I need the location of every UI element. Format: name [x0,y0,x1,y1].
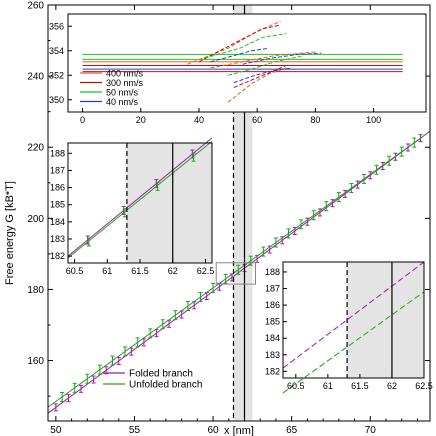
inset-trajectory-dashed [227,67,287,103]
lr-inset-x-tick-label: 60.5 [287,381,305,391]
inset-trajectory-dashed [233,64,287,88]
inset-y-tick-label: 350 [49,95,64,105]
folded-branch-line [47,130,431,414]
inset-trajectory-dashed [227,55,304,76]
x-axis-label: x [nm] [224,425,254,436]
lr-inset-x-tick-label: 62.5 [415,381,433,391]
y-tick-label: 200 [27,214,44,225]
unfolded-branch-line [47,130,431,408]
inset-y-tick-label: 356 [49,21,64,31]
x-tick-label: 60 [207,425,219,436]
inset-trajectory-dashed [187,20,281,65]
lr-inset-x-tick-label: 61.5 [351,381,369,391]
ul-inset-y-tick-label: 182 [50,251,65,261]
ul-inset-y-tick-label: 188 [50,148,65,158]
y-tick-label: 240 [27,72,44,83]
inset-trajectory-dashed [204,33,287,59]
inset-trajectory-dashed [233,67,293,84]
ul-inset-x-tick-label: 62.5 [197,266,215,276]
inset-trajectory-dashed [210,47,269,63]
lr-inset-unfolded-line [282,291,425,394]
y-tick-label: 260 [27,1,44,12]
lr-inset-folded-line [282,261,425,369]
inset-x-tick-label: 100 [366,115,381,125]
lr-inset-y-tick-label: 186 [265,300,280,310]
ul-inset-x-tick-label: 61.5 [131,266,149,276]
inset-trajectory-dashed [198,24,281,63]
inset-x-tick-label: 0 [80,115,85,125]
inset-y-tick-label: 352 [49,70,64,80]
lr-inset-shaded-band [347,262,424,378]
ul-inset-x-tick-label: 62 [168,266,178,276]
ul-inset-y-tick-label: 183 [50,234,65,244]
x-tick-label: 70 [365,425,377,436]
lr-inset-y-tick-label: 184 [265,333,280,343]
lr-inset-x-tick-label: 62 [387,381,397,391]
ul-inset-y-tick-label: 185 [50,200,65,210]
inset-legend-label: 40 nm/s [106,97,139,107]
lr-inset-y-tick-label: 182 [265,366,280,376]
inset-x-tick-label: 40 [194,115,204,125]
ul-inset-folded-line [67,137,213,257]
top-inset-frame [67,13,427,113]
inset-trajectory-dashed [210,51,316,69]
y-tick-label: 180 [27,285,44,296]
lr-inset-y-tick-label: 188 [265,267,280,277]
lr-inset-frame [282,261,425,379]
ul-inset-x-tick-label: 61 [102,266,112,276]
zoom-region-box [215,262,257,285]
upper-left-inset: 60.5 61 61.5 62 62.5 182 183 184 185 186 187 188 [50,137,215,276]
inset-trajectory-dashed [242,52,322,65]
lr-inset-x-tick-label: 61 [323,381,333,391]
y-axis-label: Free energy G [kB*T] [4,181,16,285]
legend-label: Folded branch [129,369,193,380]
ul-inset-shaded-band [126,143,212,263]
lr-inset-y-tick-label: 185 [265,317,280,327]
ul-inset-y-tick-label: 187 [50,165,65,175]
x-tick-label: 55 [129,425,141,436]
x-tick-label: 50 [50,425,62,436]
inset-legend-label: 400 nm/s [106,69,144,79]
inset-legend-label: 50 nm/s [106,88,139,98]
ul-inset-unfolded-line [67,140,213,259]
inset-x-tick-label: 80 [310,115,320,125]
ul-inset-x-tick-label: 60.5 [66,266,84,276]
legend-label: Unfolded branch [129,380,202,391]
lower-right-inset: 60.5 61 61.5 62 62.5 182 183 184 185 186 187 188 [265,261,433,394]
lr-inset-y-tick-label: 183 [265,350,280,360]
inset-legend-label: 300 nm/s [106,78,144,88]
lr-inset-y-tick-label: 187 [265,284,280,294]
inset-x-tick-label: 60 [252,115,262,125]
ul-inset-y-tick-label: 186 [50,183,65,193]
y-tick-label: 220 [27,143,44,154]
inset-y-tick-label: 354 [49,46,64,56]
main-plot-frame [47,4,431,422]
y-tick-label: 160 [27,356,44,367]
x-tick-label: 65 [286,425,298,436]
inset-x-tick-label: 20 [136,115,146,125]
ul-inset-y-tick-label: 184 [50,217,65,227]
